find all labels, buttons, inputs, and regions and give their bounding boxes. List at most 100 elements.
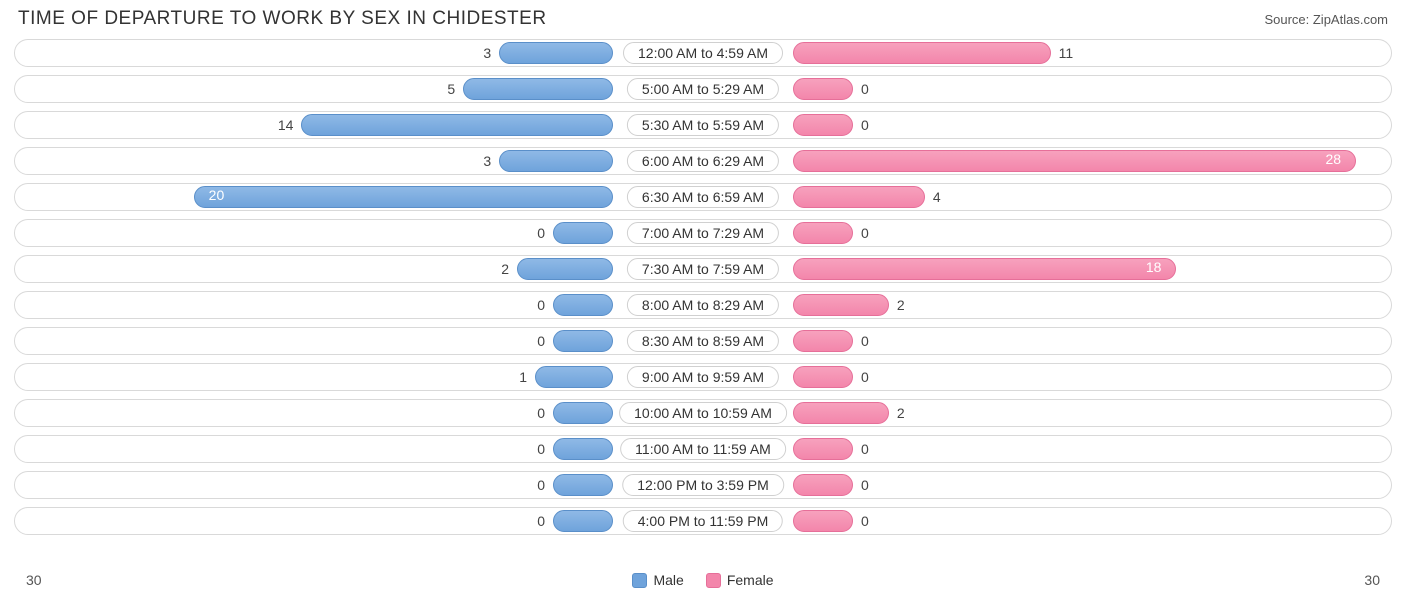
chart-row: 109:00 AM to 9:59 AM [14, 360, 1392, 394]
female-value: 4 [925, 189, 949, 205]
male-bar [553, 222, 613, 244]
female-bar [793, 510, 853, 532]
time-range-label: 12:00 AM to 4:59 AM [623, 42, 783, 64]
chart-row: 0 2 10:00 AM to 10:59 AM [14, 396, 1392, 430]
chart-row: 0 0 7:00 AM to 7:29 AM [14, 216, 1392, 250]
chart-row: 5 0 5:00 AM to 5:29 AM [14, 72, 1392, 106]
male-bar [499, 150, 613, 172]
time-range-label: 6:30 AM to 6:59 AM [627, 186, 779, 208]
male-value: 0 [529, 513, 553, 529]
male-bar: 20 [194, 186, 613, 208]
chart-row: 0 0 12:00 PM to 3:59 PM [14, 468, 1392, 502]
chart-row: 0 0 11:00 AM to 11:59 AM [14, 432, 1392, 466]
time-range-label: 12:00 PM to 3:59 PM [622, 474, 784, 496]
chart-row: 14 0 5:30 AM to 5:59 AM [14, 108, 1392, 142]
female-value: 0 [853, 81, 877, 97]
female-value: 2 [889, 297, 913, 313]
male-value: 1 [511, 369, 535, 385]
female-half: 0 [703, 360, 1392, 394]
female-bar [793, 78, 853, 100]
legend-male: Male [632, 572, 683, 588]
female-bar [793, 438, 853, 460]
time-range-label: 8:30 AM to 8:59 AM [627, 330, 779, 352]
time-range-label: 10:00 AM to 10:59 AM [619, 402, 787, 424]
female-half: 0 [703, 108, 1392, 142]
male-value: 0 [529, 333, 553, 349]
chart-row: 3 28 6:00 AM to 6:29 AM [14, 144, 1392, 178]
time-range-label: 7:30 AM to 7:59 AM [627, 258, 779, 280]
female-value: 0 [853, 117, 877, 133]
male-half: 2 [14, 252, 703, 286]
male-bar [517, 258, 613, 280]
legend-female: Female [706, 572, 774, 588]
legend: Male Female [632, 572, 773, 588]
chart-footer: 30 Male Female 30 [0, 572, 1406, 588]
male-half: 0 [14, 468, 703, 502]
male-half: 3 [14, 36, 703, 70]
chart-area: 3 11 12:00 AM to 4:59 AM 5 0 5:00 AM to 5:29 … [0, 36, 1406, 538]
axis-max-left: 30 [26, 572, 42, 588]
time-range-label: 5:30 AM to 5:59 AM [627, 114, 779, 136]
male-bar [553, 330, 613, 352]
male-value: 0 [529, 405, 553, 421]
female-half: 2 [703, 288, 1392, 322]
swatch-male [632, 573, 647, 588]
male-value: 2 [493, 261, 517, 277]
female-bar [793, 294, 889, 316]
male-value: 3 [475, 45, 499, 61]
chart-row: 2 187:30 AM to 7:59 AM [14, 252, 1392, 286]
male-half: 0 [14, 216, 703, 250]
male-bar [553, 402, 613, 424]
female-half: 0 [703, 432, 1392, 466]
female-bar [793, 474, 853, 496]
male-value: 0 [529, 477, 553, 493]
male-value: 3 [475, 153, 499, 169]
source-label: Source: ZipAtlas.com [1264, 12, 1388, 27]
female-bar [793, 330, 853, 352]
female-bar: 28 [793, 150, 1356, 172]
female-half: 0 [703, 72, 1392, 106]
male-value: 20 [201, 187, 233, 203]
female-value: 0 [853, 333, 877, 349]
male-bar [463, 78, 613, 100]
female-half: 2 [703, 396, 1392, 430]
female-bar [793, 402, 889, 424]
chart-row: 0 0 8:30 AM to 8:59 AM [14, 324, 1392, 358]
female-value: 0 [853, 477, 877, 493]
time-range-label: 4:00 PM to 11:59 PM [623, 510, 783, 532]
female-value: 11 [1051, 45, 1082, 61]
female-value: 0 [853, 225, 877, 241]
time-range-label: 6:00 AM to 6:29 AM [627, 150, 779, 172]
female-bar [793, 186, 925, 208]
female-half: 4 [703, 180, 1392, 214]
time-range-label: 7:00 AM to 7:29 AM [627, 222, 779, 244]
male-bar [553, 474, 613, 496]
female-half: 0 [703, 504, 1392, 538]
female-bar [793, 114, 853, 136]
male-value: 0 [529, 225, 553, 241]
male-bar [535, 366, 613, 388]
male-half: 0 [14, 396, 703, 430]
female-value: 2 [889, 405, 913, 421]
male-half: 0 [14, 432, 703, 466]
male-value: 0 [529, 441, 553, 457]
female-bar [793, 42, 1051, 64]
female-half: 18 [703, 252, 1392, 286]
swatch-female [706, 573, 721, 588]
female-value: 28 [1317, 151, 1349, 167]
chart-row: 3 11 12:00 AM to 4:59 AM [14, 36, 1392, 70]
chart-row: 20 4 6:30 AM to 6:59 AM [14, 180, 1392, 214]
male-bar [553, 438, 613, 460]
female-value: 0 [853, 441, 877, 457]
time-range-label: 11:00 AM to 11:59 AM [620, 438, 786, 460]
female-half: 0 [703, 216, 1392, 250]
time-range-label: 8:00 AM to 8:29 AM [627, 294, 779, 316]
chart-row: 0 0 4:00 PM to 11:59 PM [14, 504, 1392, 538]
male-bar [301, 114, 613, 136]
female-half: 11 [703, 36, 1392, 70]
female-value: 0 [853, 513, 877, 529]
male-half: 5 [14, 72, 703, 106]
male-bar [553, 510, 613, 532]
time-range-label: 5:00 AM to 5:29 AM [627, 78, 779, 100]
male-half: 14 [14, 108, 703, 142]
